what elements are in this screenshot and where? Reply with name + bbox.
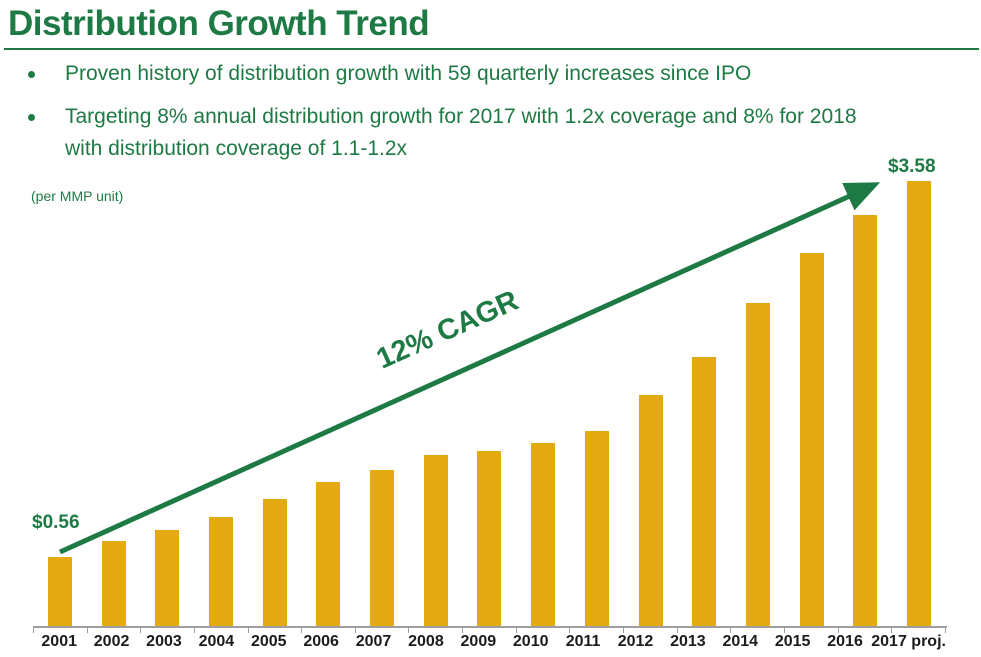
bar-2016	[853, 215, 878, 627]
bar-column	[892, 181, 946, 627]
x-tick-label: 2005	[250, 633, 287, 650]
bar-column	[355, 181, 409, 627]
bullet-dot-icon	[28, 71, 35, 78]
x-tick-label: 2001	[41, 633, 77, 650]
page-title: Distribution Growth Trend	[8, 4, 430, 43]
bar-2008	[423, 455, 448, 627]
axis-tick	[354, 628, 409, 633]
bar-2007	[370, 470, 395, 627]
bar-column	[463, 181, 517, 627]
bar-column	[785, 181, 839, 627]
bar-column	[194, 181, 248, 627]
end-value-label: $3.58	[888, 156, 936, 177]
axis-tick	[86, 628, 141, 633]
bar-2012	[638, 395, 663, 627]
axis-tick	[140, 628, 194, 633]
bar-column	[248, 181, 302, 627]
axis-tick	[730, 628, 784, 633]
bar-column	[87, 181, 141, 627]
x-tick-label: 2002	[93, 633, 130, 650]
bar-2015	[799, 253, 824, 627]
title-divider	[4, 48, 979, 50]
bar-2006	[316, 482, 341, 627]
bar-2004	[208, 517, 233, 627]
axis-tick	[623, 628, 677, 633]
axis-tick	[837, 628, 892, 633]
axis-tick	[193, 628, 248, 633]
bar-2010	[531, 443, 556, 627]
x-axis-labels: 2001 2002 2003 2004 2005 2006 2007 2008 2009 2010…	[33, 633, 946, 651]
x-tick-label: 2007	[355, 633, 392, 650]
bullet-text: Targeting 8% annual distribution growth …	[65, 105, 857, 160]
x-tick-label: 2017 proj.	[871, 633, 946, 650]
x-tick-label: 2013	[670, 633, 706, 650]
axis-tick	[408, 628, 462, 633]
bullet-list: Proven history of distribution growth wi…	[28, 58, 973, 176]
x-tick-label: 2014	[722, 633, 759, 650]
bullet-item: Proven history of distribution growth wi…	[28, 58, 973, 90]
axis-tick	[515, 628, 570, 633]
bar-column	[33, 181, 87, 627]
axis-tick	[783, 628, 838, 633]
bar-column	[140, 181, 194, 627]
bar-2011	[584, 431, 609, 627]
bar-column	[516, 181, 570, 627]
bar-2003	[155, 530, 180, 627]
x-axis-line	[33, 626, 947, 628]
axis-tick	[891, 628, 945, 633]
x-tick-label: 2016	[827, 633, 863, 650]
x-tick-label: 2011	[565, 633, 601, 650]
bar-column	[624, 181, 678, 627]
axis-tick	[569, 628, 623, 633]
bullet-dot-icon	[28, 114, 35, 121]
axis-tick	[676, 628, 731, 633]
x-tick-label: 2012	[617, 633, 654, 650]
bar-2001	[47, 557, 72, 627]
bar-column	[570, 181, 624, 627]
x-tick-label: 2006	[303, 633, 339, 650]
bar-column	[409, 181, 463, 627]
x-tick-label: 2003	[146, 633, 182, 650]
bar-column	[302, 181, 356, 627]
bullet-item: Targeting 8% annual distribution growth …	[28, 101, 973, 165]
x-tick-label: 2004	[198, 633, 235, 650]
bullet-text: Proven history of distribution growth wi…	[65, 62, 752, 85]
axis-tick	[247, 628, 302, 633]
bar-column	[731, 181, 785, 627]
bar-2014	[745, 303, 770, 627]
x-tick-label: 2010	[512, 633, 549, 650]
axis-tick	[301, 628, 355, 633]
axis-tick	[33, 628, 87, 633]
x-axis-ticks	[33, 628, 946, 633]
x-tick-label: 2008	[408, 633, 444, 650]
bar-2005	[262, 499, 287, 627]
bar-2017 proj.	[907, 181, 932, 627]
bar-column	[839, 181, 893, 627]
bar-2009	[477, 451, 502, 627]
axis-tick	[462, 628, 516, 633]
bar-column	[677, 181, 731, 627]
x-tick-label: 2009	[460, 633, 497, 650]
bar-chart	[33, 181, 946, 627]
bar-2002	[101, 541, 126, 627]
bar-2013	[692, 357, 717, 627]
x-tick-label: 2015	[774, 633, 811, 650]
